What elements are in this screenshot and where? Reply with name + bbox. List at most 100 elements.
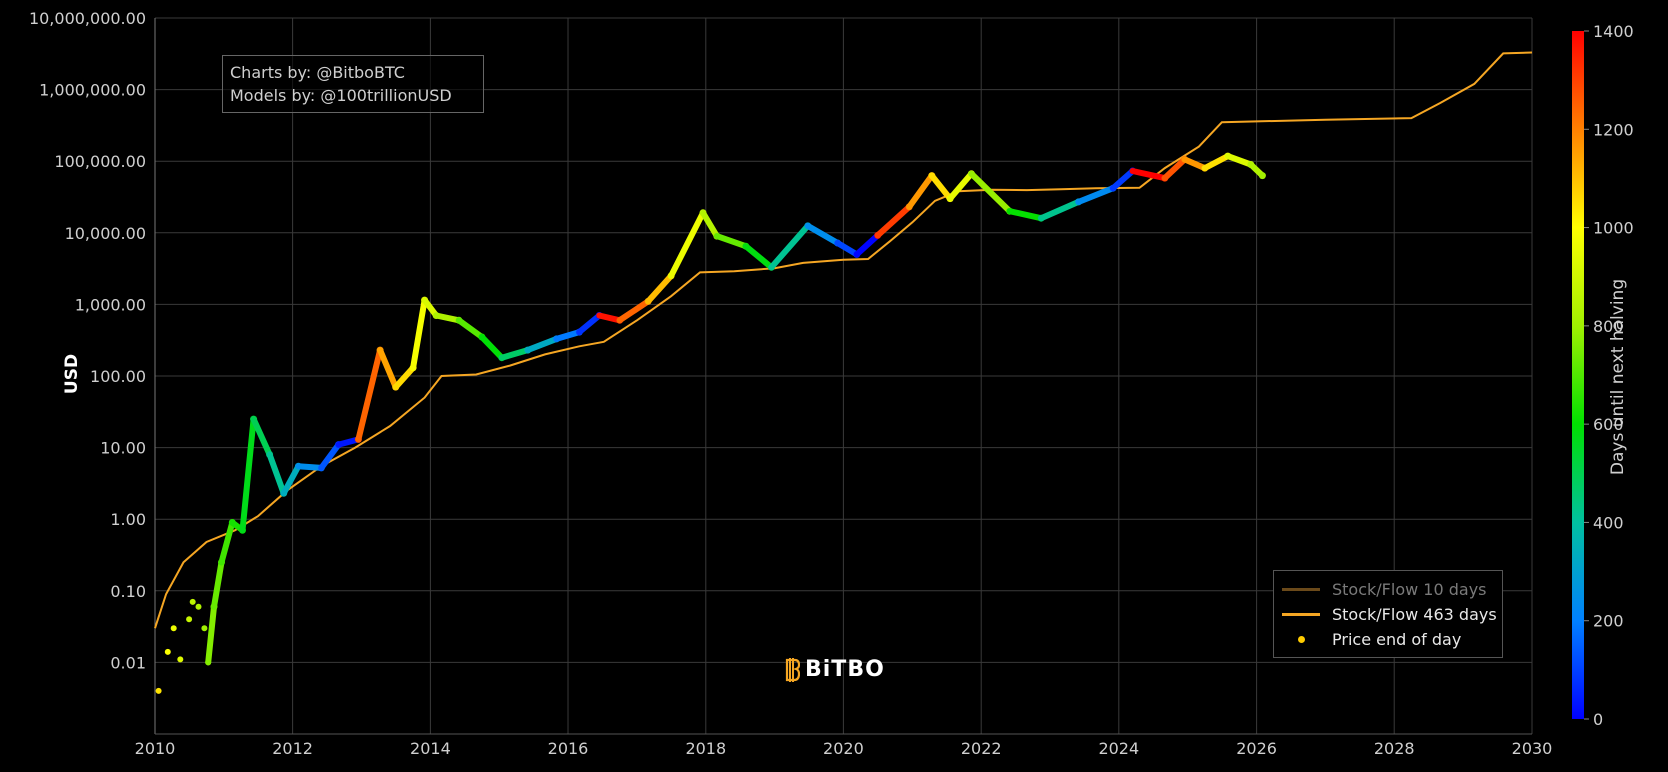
x-tick-label: 2014	[410, 739, 451, 758]
price-segment	[947, 170, 975, 202]
price-segment	[645, 272, 675, 305]
price-point	[1258, 172, 1266, 180]
price-segment	[455, 317, 485, 340]
x-tick-label: 2016	[548, 739, 589, 758]
price-segment	[1110, 168, 1136, 192]
price-segment	[211, 559, 225, 610]
y-tick-label: 100.00	[90, 367, 146, 386]
colorbar-tick-label: 1200	[1593, 120, 1634, 139]
y-tick-label: 10,000.00	[65, 224, 146, 243]
price-segment	[906, 172, 935, 210]
y-tick-label: 1,000.00	[75, 295, 146, 314]
price-segment	[804, 222, 841, 246]
colorbar-tick-label: 400	[1593, 513, 1624, 532]
x-tick-label: 2028	[1374, 739, 1415, 758]
colorbar-title: Days until next halving	[1608, 278, 1628, 476]
credits-line-models: Models by: @100trillionUSD	[230, 86, 452, 105]
bitbo-logo-text: BiTBO	[805, 657, 885, 682]
x-tick-label: 2022	[961, 739, 1002, 758]
price-segment	[713, 233, 749, 250]
price-segment	[853, 232, 881, 258]
price-segment	[524, 335, 560, 354]
x-tick-label: 2026	[1236, 739, 1277, 758]
price-segment	[1075, 185, 1116, 205]
price-segment	[433, 312, 462, 324]
price-segment	[318, 441, 342, 471]
y-tick-label: 0.01	[110, 653, 146, 672]
legend-swatch-sf463	[1282, 612, 1320, 616]
price-point	[186, 616, 193, 623]
legend-item-price[interactable]: Price end of day	[1282, 628, 1461, 650]
price-segment	[968, 170, 1013, 215]
price-segment	[266, 451, 287, 497]
legend-item-sf10[interactable]: Stock/Flow 10 days	[1282, 578, 1487, 600]
colorbar-gradient	[1572, 31, 1584, 719]
legend-item-sf463[interactable]: Stock/Flow 463 days	[1282, 603, 1497, 625]
price-point	[170, 625, 177, 632]
price-segment	[1201, 153, 1231, 172]
x-tick-label: 2030	[1512, 739, 1553, 758]
price-segment	[280, 463, 302, 497]
price-point	[195, 603, 202, 610]
price-point	[201, 625, 208, 632]
colorbar-tick-label: 600	[1593, 415, 1624, 434]
price-point	[189, 598, 196, 605]
bitbo-logo-icon	[785, 657, 800, 682]
price-segment	[576, 312, 603, 336]
colorbar-tick-label: 800	[1593, 317, 1624, 336]
price-segment	[928, 172, 954, 202]
price-segment	[1129, 168, 1168, 182]
credits-line-charts: Charts by: @BitboBTC	[230, 63, 405, 82]
y-tick-label: 0.10	[110, 582, 146, 601]
legend-swatch-sf10	[1282, 587, 1320, 591]
colorbar-tick-label: 0	[1593, 710, 1603, 729]
price-segment	[218, 519, 236, 566]
legend-dot-icon	[1297, 635, 1305, 643]
x-tick-label: 2018	[685, 739, 726, 758]
price-segment	[250, 416, 273, 458]
y-axis-label: USD	[62, 353, 82, 395]
price-segment	[874, 203, 913, 239]
price-segment	[239, 416, 257, 534]
price-segment	[295, 463, 325, 471]
y-tick-label: 100,000.00	[54, 152, 146, 171]
bitbo-logo: BiTBO	[784, 657, 885, 682]
legend: Stock/Flow 10 days Stock/Flow 463 days P…	[1273, 570, 1503, 658]
x-tick-label: 2010	[135, 739, 176, 758]
price-segment	[1006, 208, 1045, 222]
y-tick-label: 10.00	[100, 439, 146, 458]
price-segment	[700, 209, 720, 240]
price-segment	[668, 209, 706, 279]
price-points	[155, 152, 1266, 694]
price-segment	[1224, 153, 1254, 168]
legend-label-price: Price end of day	[1332, 629, 1462, 649]
colorbar-tick-label: 1400	[1593, 22, 1634, 41]
price-segment	[410, 297, 428, 371]
axes: 10,000,000.00 1,000,000.00 100,000.00 10,00…	[29, 9, 1552, 758]
legend-label-sf463: Stock/Flow 463 days	[1332, 604, 1497, 624]
price-segment	[498, 347, 531, 361]
price-segment	[377, 347, 399, 391]
legend-label-sf10: Stock/Flow 10 days	[1332, 579, 1487, 599]
x-tick-label: 2012	[272, 739, 313, 758]
price-segment	[205, 603, 217, 666]
price-point	[177, 656, 184, 663]
price-segment	[1038, 198, 1082, 222]
price-segment	[768, 222, 811, 271]
y-tick-label: 1.00	[110, 510, 146, 529]
price-point	[155, 687, 162, 694]
credits-annotation: Charts by: @BitboBTC Models by: @100tril…	[222, 55, 484, 113]
price-segment	[392, 364, 417, 391]
colorbar-tick-label: 1000	[1593, 219, 1634, 238]
price-point	[164, 648, 171, 655]
legend-swatch-price	[1282, 635, 1320, 643]
price-segment	[553, 329, 583, 342]
price-segment	[616, 298, 652, 324]
price-segment	[1181, 156, 1208, 172]
price-segment	[478, 334, 505, 361]
x-tick-label: 2020	[823, 739, 864, 758]
colorbar-tick-label: 200	[1593, 612, 1624, 631]
y-tick-label: 10,000,000.00	[29, 9, 146, 28]
